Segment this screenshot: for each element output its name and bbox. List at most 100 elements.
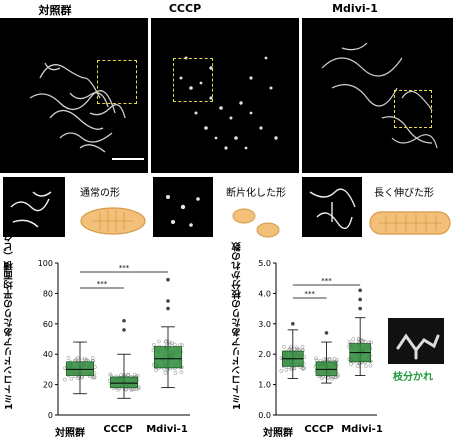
- data-point: [361, 338, 366, 343]
- data-point: [368, 363, 373, 368]
- data-point: [364, 364, 368, 368]
- outlier: [358, 288, 362, 293]
- outlier: [291, 322, 295, 326]
- data-point: [90, 356, 95, 360]
- mito-fragmented-icon: [232, 208, 280, 238]
- y-tick-label: 4.0: [258, 289, 271, 298]
- significance-label: ***: [97, 280, 108, 288]
- zoom-box-control: [97, 60, 137, 104]
- outlier: [324, 331, 329, 335]
- inset-cccp: [153, 177, 213, 237]
- y-tick-label: 60: [43, 320, 53, 329]
- box: [65, 361, 95, 376]
- data-point: [351, 337, 355, 342]
- data-point: [334, 375, 338, 380]
- y-tick-label: 40: [43, 350, 53, 359]
- data-point: [163, 339, 168, 344]
- chart2-xlabel-mdivi: Mdivi-1: [341, 424, 383, 435]
- data-point: [92, 375, 97, 379]
- data-point: [319, 376, 324, 380]
- chart-branch-count: 0.0 1.0 2.0 3.0 4.0 5.0 *** ***: [258, 259, 377, 420]
- outlier: [358, 306, 362, 311]
- outlier: [166, 277, 170, 282]
- data-point: [369, 340, 373, 345]
- branch-inset: [388, 318, 444, 364]
- y-tick-label: 80: [43, 289, 53, 298]
- y-tick-label: 20: [43, 381, 53, 390]
- col-title-cccp: CCCP: [168, 2, 202, 15]
- y-tick-label: 0.0: [258, 411, 271, 420]
- box: [153, 346, 183, 369]
- inset-mdivi-image: [309, 188, 356, 230]
- data-point: [63, 377, 67, 382]
- inset-cccp-image: [166, 195, 200, 227]
- chart1-ylabel: 1ミトコンドリアあたりの平均面積（ピクセル）: [4, 203, 15, 410]
- significance-label: ***: [321, 277, 332, 285]
- micrograph-cccp: [151, 18, 299, 173]
- y-tick-label: 2.0: [258, 350, 271, 359]
- shape-label-fragmented: 断片化した形: [226, 188, 286, 199]
- mito-elongated-icon: [369, 211, 451, 235]
- data-point: [69, 376, 74, 381]
- inset-control: [3, 177, 65, 237]
- chart2-ylabel: 1ミトコンドリアあたりの枝分かれの数: [232, 241, 243, 410]
- inset-control-image: [10, 191, 52, 228]
- outlier: [122, 328, 126, 332]
- y-tick-label: 5.0: [258, 259, 271, 268]
- zoom-box-mdivi: [394, 90, 432, 128]
- mito-normal-icon: [80, 207, 146, 235]
- y-tick-label: 3.0: [258, 320, 271, 329]
- col-title-control: 対照群: [38, 4, 72, 17]
- shape-label-elongated: 長く伸びた形: [374, 188, 434, 199]
- data-point: [179, 370, 184, 375]
- micrograph-mdivi-image: [321, 42, 438, 149]
- chart2-xlabel-control: 対照群: [263, 428, 293, 439]
- data-point: [322, 357, 327, 362]
- data-point: [347, 340, 352, 344]
- outlier: [122, 318, 126, 323]
- data-point: [173, 371, 178, 375]
- outlier: [166, 299, 170, 303]
- y-tick-label: 100: [38, 259, 53, 268]
- branch-label: 枝分かれ: [393, 372, 433, 383]
- data-point: [300, 345, 305, 349]
- y-tick-label: 1.0: [258, 381, 271, 390]
- data-point: [66, 356, 71, 360]
- data-point: [302, 366, 306, 370]
- outlier: [166, 306, 170, 311]
- data-point: [284, 368, 289, 372]
- significance-label: ***: [304, 290, 315, 298]
- chart-mean-area: 0 20 40 60 80 100 *** ***: [38, 259, 190, 420]
- data-point: [279, 369, 284, 373]
- scale-bar: [112, 158, 144, 160]
- data-point: [126, 372, 131, 377]
- data-point: [115, 387, 120, 392]
- chart1-xlabel-mdivi: Mdivi-1: [146, 424, 188, 435]
- data-point: [168, 341, 172, 346]
- data-point: [180, 343, 185, 348]
- col-title-mdivi: Mdivi-1: [332, 2, 378, 15]
- data-point: [156, 339, 161, 344]
- micrograph-control: [0, 18, 148, 173]
- inset-mdivi: [302, 177, 362, 237]
- significance-label: ***: [119, 264, 130, 272]
- micrograph-cccp-image: [179, 56, 278, 150]
- chart1-xlabel-control: 対照群: [55, 428, 85, 439]
- chart1-xlabel-cccp: CCCP: [103, 424, 133, 435]
- box: [109, 376, 139, 389]
- y-tick-label: 0: [48, 411, 53, 420]
- data-point: [79, 358, 84, 363]
- micrograph-mdivi: [302, 18, 453, 173]
- zoom-box-cccp: [173, 58, 213, 102]
- outlier: [358, 297, 362, 302]
- data-point: [356, 364, 360, 369]
- data-point: [349, 362, 353, 366]
- micrograph-control-image: [29, 62, 126, 153]
- chart2-xlabel-cccp: CCCP: [304, 424, 334, 435]
- data-point: [90, 375, 95, 380]
- data-point: [314, 356, 318, 361]
- data-point: [136, 386, 141, 391]
- data-point: [327, 356, 332, 361]
- data-point: [163, 371, 168, 375]
- data-point: [172, 342, 177, 347]
